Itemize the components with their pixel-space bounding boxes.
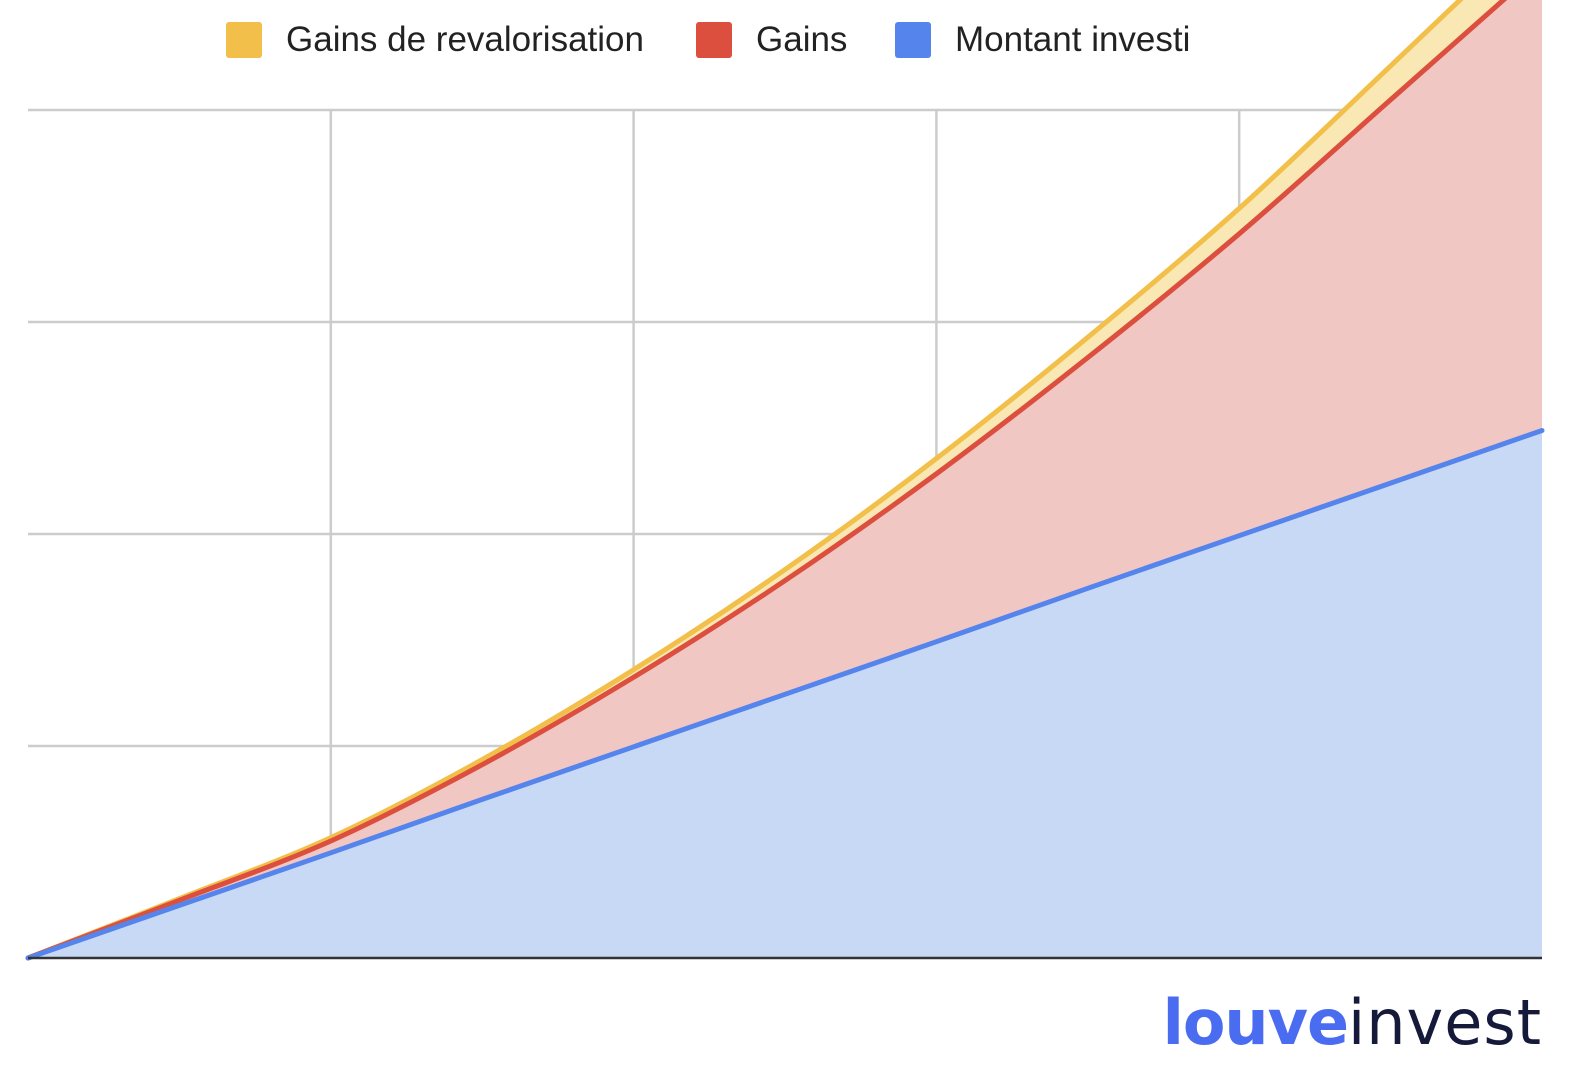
legend-item-gains-de-revalorisation[interactable]: Gains de revalorisation xyxy=(226,16,644,64)
louve-invest-logo: louve invest xyxy=(1163,982,1542,1054)
legend-label: Gains xyxy=(756,20,848,59)
series-lines xyxy=(25,0,1545,961)
legend-item-montant-investi[interactable]: Montant investi xyxy=(895,16,1190,64)
legend-label: Gains de revalorisation xyxy=(286,20,644,59)
legend-item-gains[interactable]: Gains xyxy=(696,16,847,64)
series-line-gains-de-revalorisation xyxy=(25,0,1464,961)
legend-swatch-gains-de-revalorisation xyxy=(226,22,262,58)
area-fill-gains xyxy=(28,0,1542,958)
series-line-gains xyxy=(25,0,1508,961)
series-line-montant-investi xyxy=(25,428,1545,961)
chart-legend: Gains de revalorisation Gains Montant in… xyxy=(0,16,1590,64)
legend-swatch-montant-investi xyxy=(895,22,931,58)
legend-swatch-gains xyxy=(696,22,732,58)
brand-logo-part1: louve xyxy=(1162,986,1349,1059)
brand-logo-part2: invest xyxy=(1348,986,1542,1059)
legend-label: Montant investi xyxy=(955,20,1191,59)
area-fills xyxy=(28,0,1542,958)
